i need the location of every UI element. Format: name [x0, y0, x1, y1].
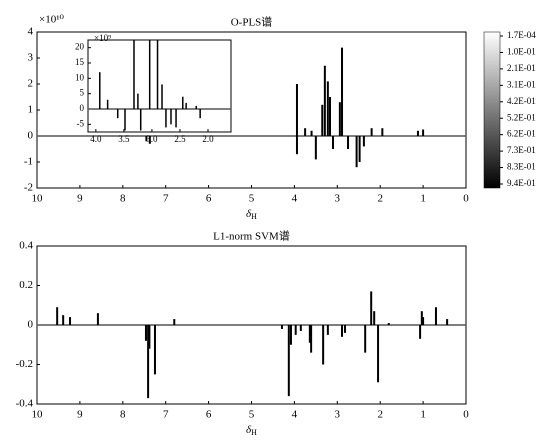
chart-title: O-PLS谱: [231, 15, 273, 29]
x-tick-label: 3: [335, 193, 341, 205]
x-tick-label: 8: [120, 193, 126, 205]
y-tick-label: -0.4: [16, 398, 34, 410]
x-tick-label: 0: [463, 409, 469, 421]
colorbar-label: 3.1E-01: [507, 79, 536, 89]
y-tick-label: 0: [28, 130, 34, 142]
y-tick-label: 20: [75, 42, 85, 52]
x-tick-label: 8: [120, 409, 126, 421]
y-tick-label: 10: [75, 72, 85, 82]
x-axis-label: δH: [246, 208, 257, 221]
x-tick-label: 6: [206, 193, 212, 205]
chart-title: L1-norm SVM谱: [213, 229, 290, 243]
x-tick-label: 7: [163, 193, 169, 205]
x-tick-label: 1: [420, 193, 426, 205]
colorbar-label: 8.3E-01: [507, 162, 536, 172]
colorbar-label: 6.2E-01: [507, 129, 536, 139]
colorbar-label: 7.3E-01: [507, 145, 536, 155]
x-tick-label: 9: [77, 193, 83, 205]
colorbar-label: 1.7E-04: [507, 30, 536, 40]
x-tick-label: 4: [292, 409, 298, 421]
colorbar-label: 4.2E-01: [507, 96, 536, 106]
colorbar-label: 5.2E-01: [507, 112, 536, 122]
x-tick-label: 2: [377, 409, 383, 421]
x-tick-label: 3: [335, 409, 341, 421]
x-tick-label: 3.0: [146, 134, 158, 144]
y-tick-label: 4: [28, 26, 34, 38]
x-tick-label: 10: [32, 409, 44, 421]
x-tick-label: 9: [77, 409, 83, 421]
y-tick-label: -0.2: [16, 358, 33, 370]
y-tick-label: 0: [28, 319, 34, 331]
x-label-symbol: δ: [246, 424, 252, 436]
x-tick-label: 5: [249, 193, 255, 205]
x-tick-label: 2: [377, 193, 383, 205]
y-tick-label: -1: [24, 156, 33, 168]
x-tick-label: 6: [206, 409, 212, 421]
colorbar-label: 9.4E-01: [507, 178, 536, 188]
x-tick-label: 4.0: [90, 134, 102, 144]
x-label-sub: H: [251, 428, 257, 437]
x-tick-label: 4: [292, 193, 298, 205]
x-axis-label: δH: [246, 424, 257, 437]
y-tick-label: 2: [28, 78, 34, 90]
x-tick-label: 2.5: [174, 134, 186, 144]
y-tick-label: 3: [28, 52, 34, 64]
x-tick-label: 1: [420, 409, 426, 421]
y-tick-label: 0: [80, 103, 85, 113]
x-label-symbol: δ: [246, 208, 252, 220]
y-tick-label: 15: [75, 57, 85, 67]
y-tick-label: -2: [24, 182, 33, 194]
x-tick-label: 10: [32, 193, 44, 205]
y-tick-label: 0.2: [19, 279, 33, 291]
x-label-sub: H: [251, 212, 257, 221]
y-multiplier: ×10¹⁰: [39, 14, 65, 26]
x-tick-label: 7: [163, 409, 169, 421]
y-tick-label: -5: [77, 118, 85, 128]
x-tick-label: 0: [463, 193, 469, 205]
y-tick-label: 5: [80, 88, 85, 98]
colorbar-label: 2.1E-01: [507, 63, 536, 73]
x-tick-label: 3.5: [118, 134, 130, 144]
colorbar: [483, 31, 501, 189]
colorbar-label: 1.0E-01: [507, 47, 536, 57]
inset-multiplier: ×10⁹: [94, 33, 111, 43]
y-tick-label: 0.4: [19, 240, 33, 252]
y-tick-label: 1: [28, 104, 34, 116]
x-tick-label: 2.0: [202, 134, 214, 144]
inset-area: [87, 39, 232, 133]
x-tick-label: 5: [249, 409, 255, 421]
